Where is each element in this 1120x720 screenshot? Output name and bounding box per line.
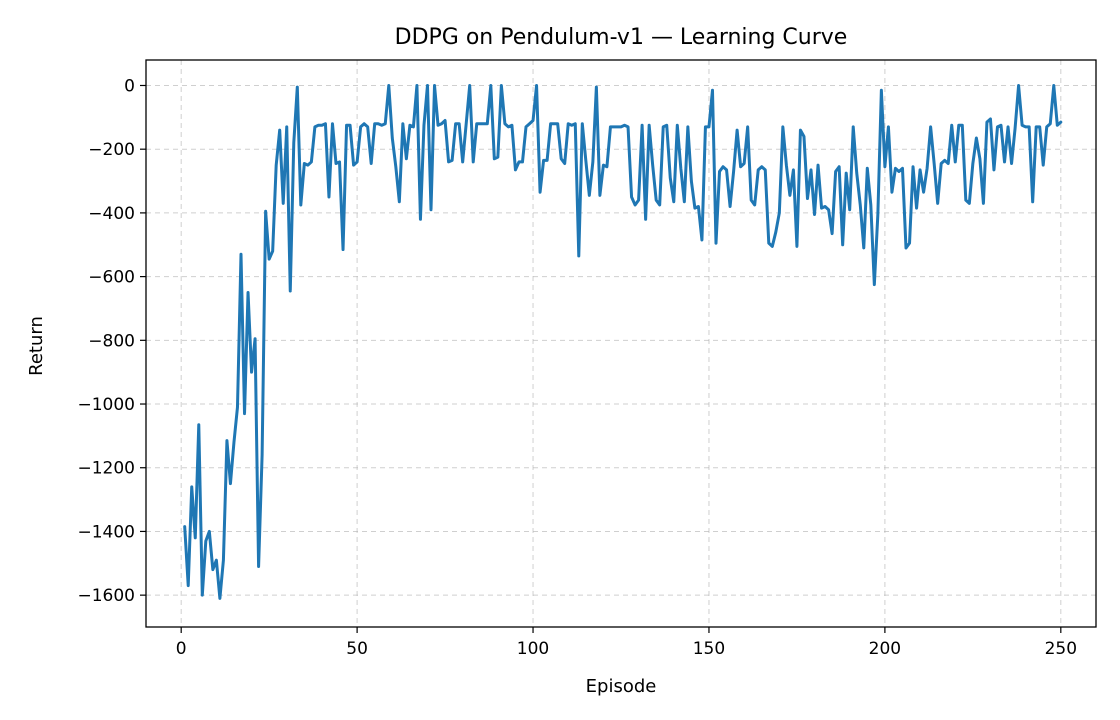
y-tick-label: −800	[88, 331, 135, 351]
y-axis-label: Return	[26, 316, 47, 376]
x-tick-label: 150	[693, 639, 725, 659]
x-axis-label: Episode	[586, 676, 657, 697]
x-tick-label: 0	[176, 639, 187, 659]
y-tick-label: −1600	[77, 586, 135, 606]
y-tick-label: −600	[88, 268, 135, 288]
x-tick-label: 100	[517, 639, 549, 659]
return-series-line	[183, 83, 1063, 600]
x-tick-label: 50	[346, 639, 368, 659]
chart-title: DDPG on Pendulum-v1 — Learning Curve	[395, 25, 848, 50]
y-tick-label: −400	[88, 204, 135, 224]
axes-frame	[145, 59, 1097, 628]
y-tick-label: −1400	[77, 522, 135, 542]
x-tick-label: 250	[1045, 639, 1077, 659]
x-tick-label: 200	[869, 639, 901, 659]
y-tick-label: −1200	[77, 459, 135, 479]
y-tick-label: 0	[124, 76, 135, 96]
series-layer	[183, 83, 1063, 600]
ticks-layer: 0 50 100 150 200 250 0 −200 −400 −600 −800 −1000 −12…	[77, 76, 1077, 659]
y-tick-label: −200	[88, 140, 135, 160]
y-tick-label: −1000	[77, 395, 135, 415]
